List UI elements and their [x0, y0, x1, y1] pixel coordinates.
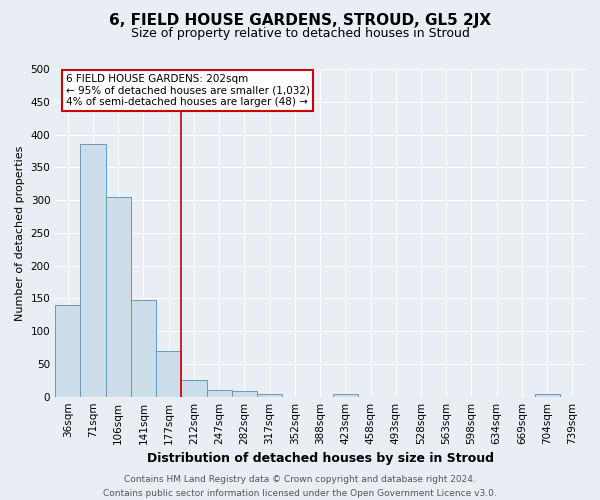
Bar: [332, 394, 358, 396]
Bar: [156, 351, 181, 397]
Bar: [106, 197, 131, 396]
Bar: [80, 144, 106, 396]
Bar: [232, 391, 257, 396]
Bar: [535, 394, 560, 396]
Bar: [131, 300, 156, 396]
Text: 6 FIELD HOUSE GARDENS: 202sqm
← 95% of detached houses are smaller (1,032)
4% of: 6 FIELD HOUSE GARDENS: 202sqm ← 95% of d…: [66, 74, 310, 107]
Bar: [181, 380, 206, 396]
Bar: [206, 390, 232, 396]
Bar: [257, 394, 282, 396]
X-axis label: Distribution of detached houses by size in Stroud: Distribution of detached houses by size …: [146, 452, 494, 465]
Text: Size of property relative to detached houses in Stroud: Size of property relative to detached ho…: [131, 28, 469, 40]
Bar: [55, 305, 80, 396]
Text: 6, FIELD HOUSE GARDENS, STROUD, GL5 2JX: 6, FIELD HOUSE GARDENS, STROUD, GL5 2JX: [109, 12, 491, 28]
Text: Contains HM Land Registry data © Crown copyright and database right 2024.
Contai: Contains HM Land Registry data © Crown c…: [103, 476, 497, 498]
Y-axis label: Number of detached properties: Number of detached properties: [15, 145, 25, 320]
